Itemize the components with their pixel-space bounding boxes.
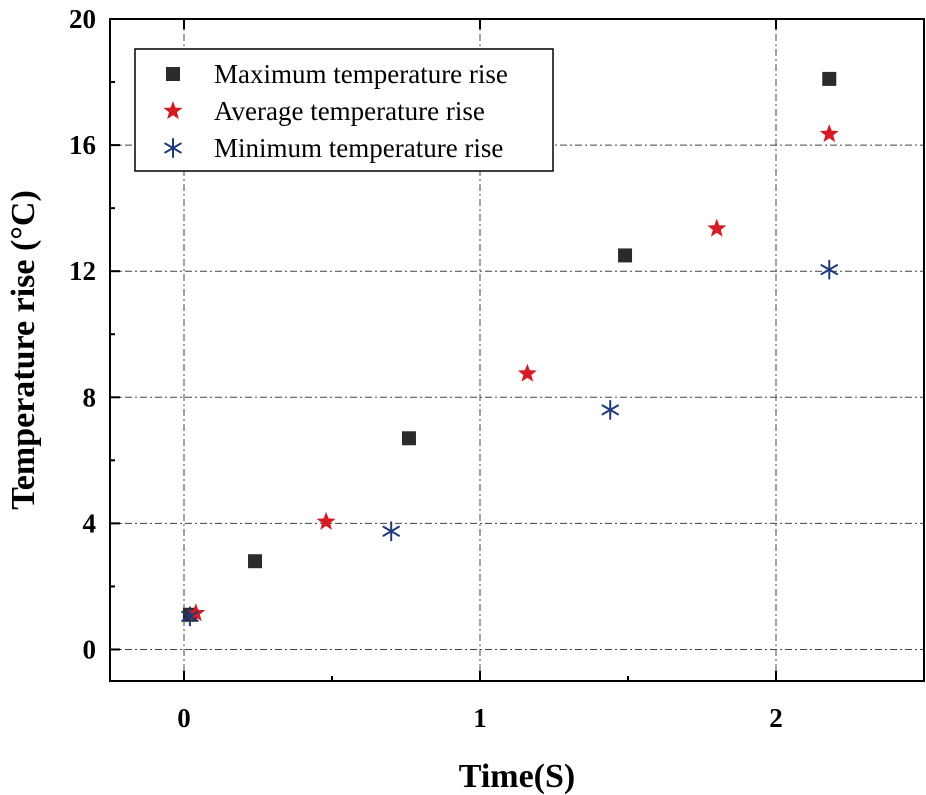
data-point-square-4	[822, 71, 837, 86]
y-tick-label: 4	[83, 508, 97, 538]
legend-marker-star	[163, 101, 183, 120]
x-tick-label: 1	[473, 703, 487, 733]
y-tick-label: 8	[83, 382, 97, 412]
legend-label-maximum: Maximum temperature rise	[214, 59, 508, 89]
y-tick-label: 0	[83, 634, 97, 664]
data-point-star-3	[707, 218, 727, 237]
data-point-asterisk-1	[382, 521, 400, 542]
axis-ticks	[110, 18, 925, 681]
legend-markers	[163, 67, 183, 158]
legend: Maximum temperature rise Average tempera…	[134, 48, 554, 172]
data-point-square-1	[248, 554, 263, 569]
x-tick-label: 0	[177, 703, 191, 733]
plot-frame	[109, 18, 925, 682]
legend-box	[134, 48, 554, 172]
y-tick-label: 12	[69, 256, 96, 286]
data-point-square-2	[401, 431, 416, 446]
y-tick-label: 16	[69, 130, 96, 160]
y-axis-title: Temperature rise (°C)	[5, 190, 42, 510]
data-point-star-4	[819, 124, 839, 143]
data-point-square-3	[618, 248, 633, 263]
x-tick-label: 2	[769, 703, 783, 733]
data-point-asterisk-0	[181, 606, 199, 627]
x-axis-title: Time(S)	[459, 758, 575, 795]
data-points	[181, 71, 839, 627]
data-point-asterisk-2	[601, 399, 620, 420]
legend-marker-asterisk	[164, 138, 182, 158]
data-point-asterisk-3	[820, 259, 839, 280]
legend-marker-square	[166, 67, 180, 81]
data-point-star-2	[517, 363, 537, 382]
data-point-star-1	[316, 511, 336, 530]
y-tick-label: 20	[69, 4, 96, 34]
legend-label-minimum: Minimum temperature rise	[214, 133, 503, 163]
legend-label-average: Average temperature rise	[214, 96, 485, 126]
